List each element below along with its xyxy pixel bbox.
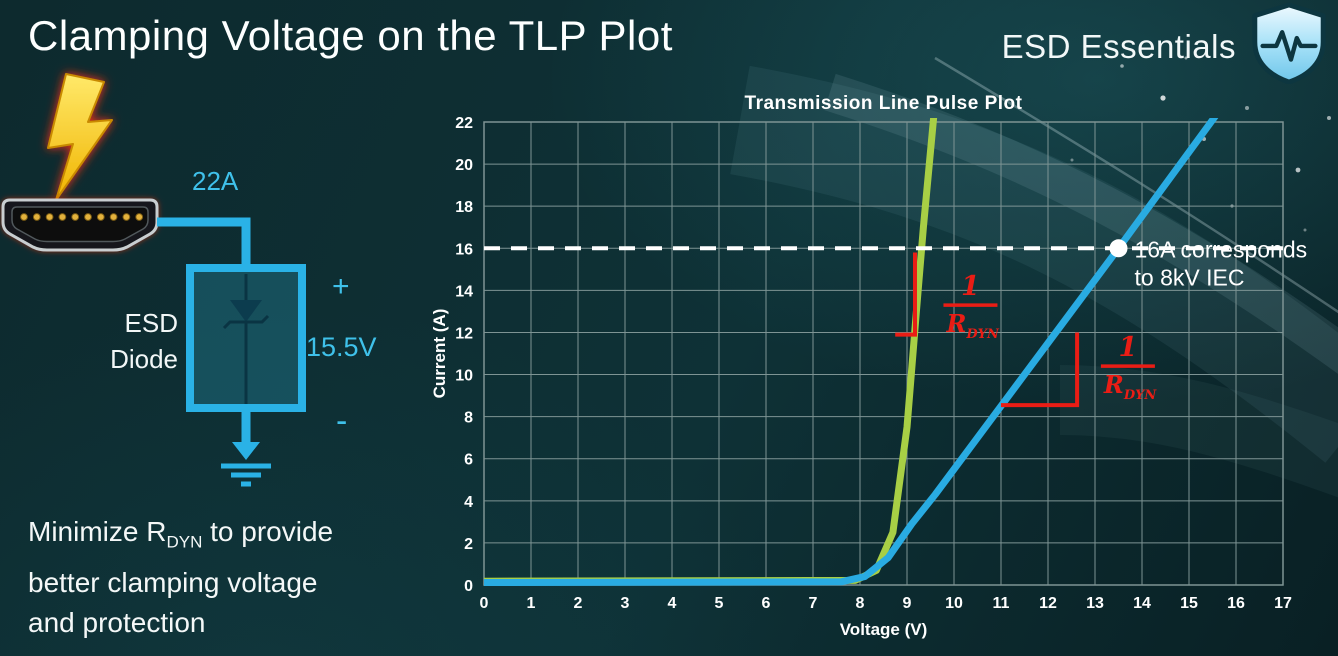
svg-text:1: 1	[961, 271, 980, 302]
marker-point-16A	[1109, 239, 1128, 258]
x-tick-label: 9	[903, 595, 912, 612]
brand: ESD Essentials	[1002, 2, 1330, 84]
x-tick-label: 15	[1180, 595, 1198, 612]
device-label-line1: ESD	[125, 308, 178, 338]
device-label-line2: Diode	[110, 344, 178, 374]
plus-label: +	[332, 270, 350, 303]
caption-line-3: and protection	[28, 606, 206, 638]
x-tick-label: 13	[1086, 595, 1104, 612]
caption-text-b: to provide	[202, 516, 334, 547]
rdyn-fraction-1: 1 RDYN	[943, 271, 1000, 342]
x-tick-label: 12	[1039, 595, 1057, 612]
svg-text:1: 1	[1119, 332, 1138, 363]
y-tick-label: 2	[464, 536, 473, 553]
y-tick-label: 22	[455, 115, 473, 132]
y-tick-label: 4	[464, 494, 473, 511]
y-tick-label: 16	[455, 241, 473, 258]
y-tick-label: 12	[455, 325, 473, 342]
chart-title: Transmission Line Pulse Plot	[745, 93, 1023, 114]
y-tick-label: 14	[455, 283, 473, 300]
hdmi-pins	[20, 213, 144, 221]
minus-label: -	[336, 402, 347, 440]
y-tick-label: 20	[455, 157, 473, 174]
caption-line-1: Minimize RDYN to provide	[28, 512, 333, 563]
y-axis-label: Current (A)	[430, 309, 449, 399]
x-tick-label: 16	[1227, 595, 1245, 612]
shield-shape	[1252, 2, 1326, 84]
x-tick-label: 1	[527, 595, 536, 612]
x-tick-label: 5	[715, 595, 724, 612]
green-curve-low-rdyn	[484, 118, 938, 585]
clamp-voltage-label: 15.5V	[306, 332, 377, 362]
ground-symbol	[221, 406, 271, 487]
x-tick-label: 8	[856, 595, 865, 612]
x-tick-label: 6	[762, 595, 771, 612]
x-axis-label: Voltage (V)	[840, 620, 928, 639]
plot-border	[483, 121, 1284, 586]
x-tick-label: 0	[480, 595, 489, 612]
pulse-waveform	[1260, 30, 1318, 62]
zener-diode-symbol	[222, 274, 270, 404]
caption-line-2: better clamping voltage	[28, 566, 318, 598]
caption-rdyn-subscript: DYN	[166, 532, 203, 552]
x-tick-label: 2	[574, 595, 583, 612]
slope-marker-1	[895, 252, 917, 337]
x-tick-label: 11	[993, 595, 1010, 612]
y-tick-label: 0	[464, 578, 473, 595]
esd-protection-diagram: 22A ESD Diode + 15.5V -	[1, 73, 377, 487]
x-tick-label: 14	[1133, 595, 1151, 612]
point-annotation-line-1: 16A corresponds	[1135, 236, 1308, 262]
swoosh-band	[730, 65, 1338, 463]
point-annotation-line-2: to 8kV IEC	[1135, 264, 1245, 290]
x-tick-label: 7	[809, 595, 818, 612]
y-tick-label: 18	[455, 199, 473, 216]
swoosh-line	[934, 56, 1338, 314]
svg-text:RDYN: RDYN	[945, 309, 1000, 342]
lightning-bolt-icon	[47, 73, 113, 201]
y-tick-label: 8	[464, 410, 473, 427]
x-tick-label: 17	[1274, 595, 1292, 612]
y-tick-label: 10	[455, 368, 473, 385]
x-tick-label: 10	[945, 595, 963, 612]
shield-pulse-icon	[1252, 2, 1326, 84]
tlp-chart: 0 1 2 3 4 5 6 7 8 9 10 11 12 13 14 15 16 1702468101214161…	[430, 93, 1308, 639]
x-tick-label: 4	[668, 595, 677, 612]
slope-marker-2	[1001, 332, 1080, 408]
surge-current-label: 22A	[192, 166, 239, 196]
slide-title: Clamping Voltage on the TLP Plot	[28, 12, 673, 59]
hdmi-connector-icon	[1, 198, 159, 252]
x-tick-label: 3	[621, 595, 630, 612]
swoosh-band	[824, 73, 1338, 374]
svg-text:RDYN: RDYN	[1103, 370, 1158, 403]
caption: Minimize RDYN to provide better clamping…	[28, 512, 333, 643]
surge-wire	[157, 217, 251, 272]
rdyn-fraction-2: 1 RDYN	[1100, 332, 1158, 403]
caption-text-a: Minimize R	[28, 516, 167, 547]
y-tick-label: 6	[464, 452, 473, 469]
brand-text: ESD Essentials	[1001, 28, 1236, 65]
blue-curve-high-rdyn	[484, 118, 1219, 586]
